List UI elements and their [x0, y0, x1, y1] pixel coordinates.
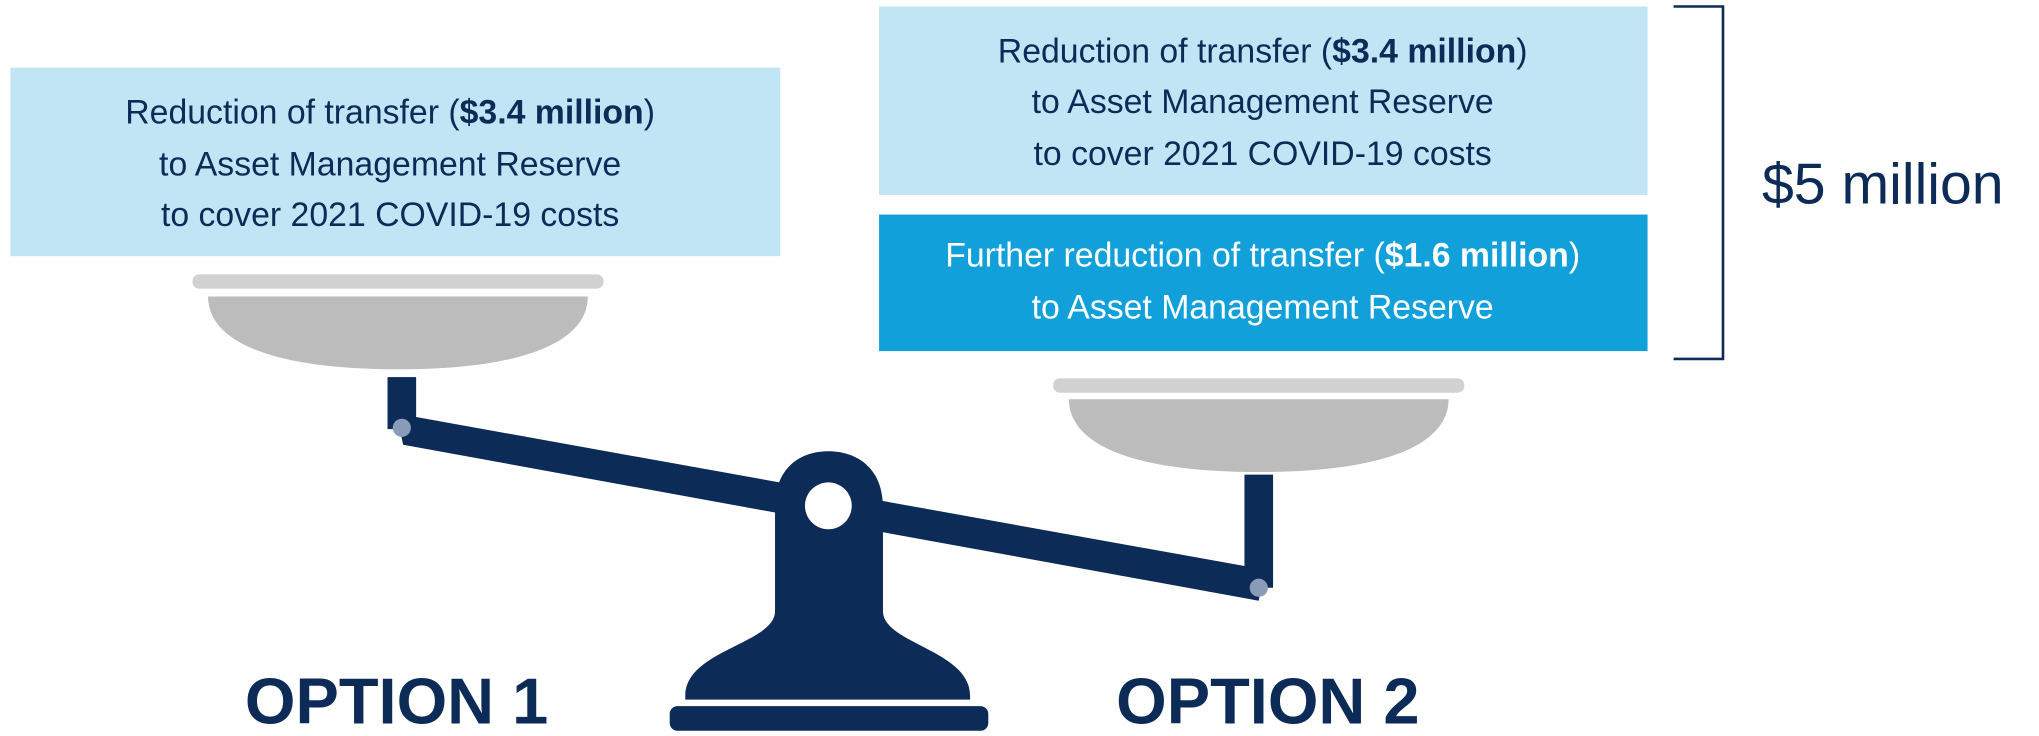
option2-label: OPTION 2 — [1116, 664, 1419, 736]
option1-line2: to Asset Management Reserve — [159, 145, 621, 183]
amount: $3.4 million — [1332, 32, 1516, 70]
right-stem — [1244, 474, 1274, 588]
bracket — [1673, 5, 1725, 361]
option2-box1-line3: to cover 2021 COVID-19 costs — [1033, 135, 1491, 173]
stand — [685, 451, 971, 700]
option1-box — [10, 67, 781, 257]
right-plate — [1053, 378, 1465, 393]
option1-line1: Reduction of transfer ($3.4 million) — [125, 93, 655, 131]
option2-box1 — [879, 6, 1648, 196]
left-plate — [192, 274, 604, 289]
total: $5 million — [1762, 153, 2004, 217]
right-pivot — [1249, 578, 1268, 597]
text: ) — [1516, 32, 1527, 70]
text: Reduction of transfer ( — [998, 32, 1333, 70]
right-bowl — [1068, 399, 1449, 473]
text: Reduction of transfer ( — [125, 93, 460, 131]
option1-label: OPTION 1 — [245, 664, 548, 736]
option1-line3: to cover 2021 COVID-19 costs — [161, 196, 619, 234]
option2-box2-line2: to Asset Management Reserve — [1032, 288, 1494, 326]
amount: $3.4 million — [460, 93, 644, 131]
option2-box1-line1: Reduction of transfer ($3.4 million) — [998, 32, 1528, 70]
text: ) — [1569, 236, 1580, 274]
option2-box2-line1: Further reduction of transfer ($1.6 mill… — [945, 236, 1580, 274]
option2-box1-line2: to Asset Management Reserve — [1032, 83, 1494, 121]
text: Further reduction of transfer ( — [945, 236, 1385, 274]
amount: $1.6 million — [1385, 236, 1569, 274]
stand-base — [669, 706, 989, 731]
left-pivot — [392, 418, 411, 437]
text: ) — [644, 93, 655, 131]
stand-hole — [804, 482, 852, 530]
option2-box2 — [879, 214, 1648, 352]
left-bowl — [208, 296, 588, 370]
